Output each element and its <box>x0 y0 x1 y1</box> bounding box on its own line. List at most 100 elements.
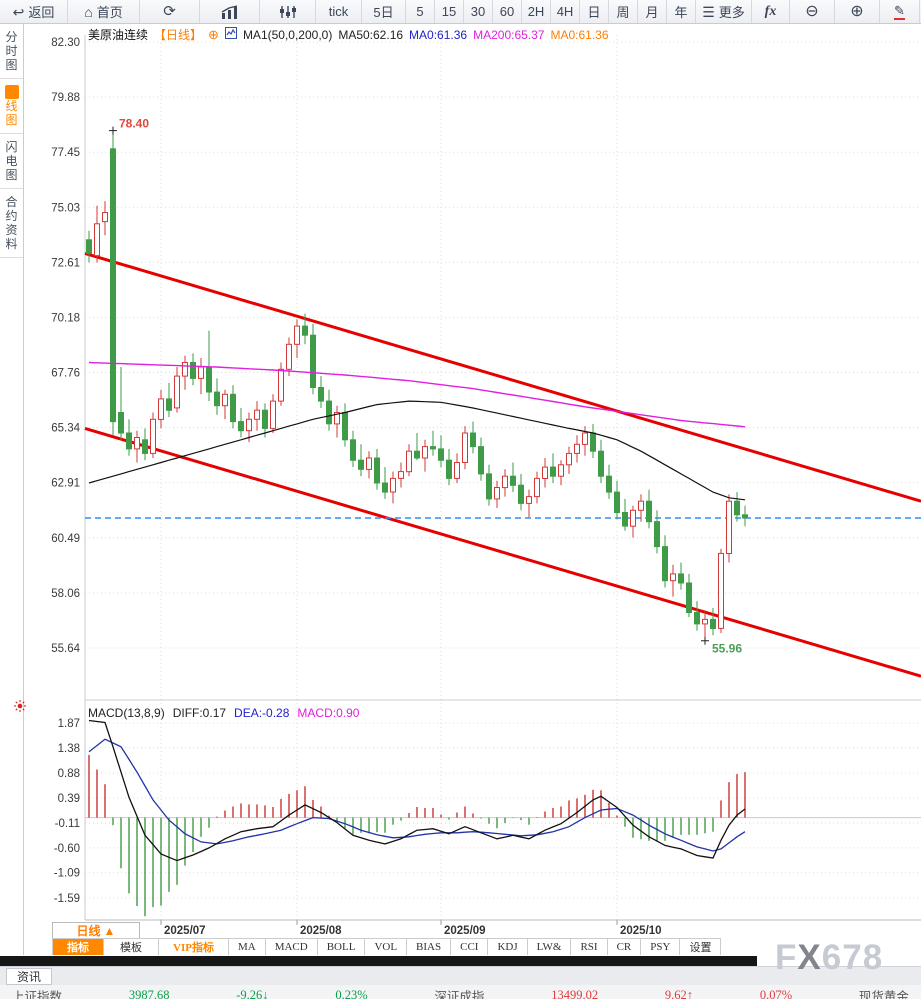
tab-news[interactable]: 资讯 <box>6 968 52 985</box>
toolbar-period-4h[interactable]: 4H <box>551 0 580 23</box>
indicator-tab-模板[interactable]: 模板 <box>104 939 159 955</box>
indicator-settings-icon[interactable] <box>13 699 27 718</box>
kline-macd-chart[interactable]: 82.30 79.88 77.45 75.03 72.61 70.18 67.76 65.34… <box>0 0 921 958</box>
sidebar-item-char: 线 <box>5 99 18 113</box>
sidebar-item-time-chart[interactable]: 分时图 <box>0 24 23 79</box>
toolbar-period-day[interactable]: 日 <box>580 0 609 23</box>
toolbar-line-chart-mode[interactable] <box>200 0 260 23</box>
indicator-tab-CCI[interactable]: CCI <box>451 939 489 955</box>
watermark-char: 7 <box>842 938 863 977</box>
sidebar-item-lightning-chart[interactable]: 闪电图 <box>0 134 23 189</box>
add-compare-icon[interactable]: ⊕ <box>208 27 219 42</box>
toolbar-label: 更多 <box>718 5 745 20</box>
toolbar-home[interactable]: ⌂ 首页 <box>68 0 140 23</box>
toolbar-period-year[interactable]: 年 <box>667 0 696 23</box>
toolbar-period-month[interactable]: 月 <box>638 0 667 23</box>
svg-text:55.64: 55.64 <box>51 643 80 655</box>
sidebar-item-char: 合 <box>5 195 18 209</box>
toolbar-period-15[interactable]: 15 <box>435 0 464 23</box>
ticker-item[interactable]: 9.62↑ <box>664 987 694 999</box>
toolbar-zoom-in[interactable]: ⊕ <box>835 0 880 23</box>
indicator-tab-VOL[interactable]: VOL <box>365 939 408 955</box>
ticker-item[interactable]: 3987.68 <box>128 987 170 999</box>
ticker-item[interactable]: -9.26↓ <box>236 987 269 999</box>
ticker-item[interactable]: 0.07% <box>759 987 793 999</box>
indicator-tab-设置[interactable]: 设置 <box>680 939 722 955</box>
indicator-tab-PSY[interactable]: PSY <box>641 939 681 955</box>
ticker-item[interactable]: 0.23% <box>335 987 368 999</box>
indicator-tab-RSI[interactable]: RSI <box>571 939 608 955</box>
ma-settings-icon[interactable] <box>224 27 237 42</box>
ma200-value: MA200:65.37 <box>473 27 545 42</box>
toolbar-period-week[interactable]: 周 <box>609 0 638 23</box>
toolbar-period-2h[interactable]: 2H <box>522 0 551 23</box>
ma-settings-label: MA1(50,0,200,0) <box>242 27 333 42</box>
indicator-tab-BIAS[interactable]: BIAS <box>407 939 452 955</box>
ticker-item[interactable]: 深证成指 <box>434 989 485 999</box>
fx678-watermark: FX678 <box>775 938 883 978</box>
watermark-char: X <box>797 938 822 977</box>
ticker-item[interactable]: 13499.02 <box>551 987 599 999</box>
home-icon: ⌂ <box>84 3 93 20</box>
ticker-item[interactable]: 上证指数 <box>12 989 63 999</box>
toolbar-label: 日 <box>587 5 601 20</box>
indicator-tab-VIP指标[interactable]: VIP指标 <box>159 939 229 955</box>
svg-text:72.61: 72.61 <box>51 257 80 269</box>
toolbar-draw-tool[interactable]: ✎ <box>880 0 920 23</box>
x-axis-month-label: 2025/08 <box>300 925 342 937</box>
line-chart-icon <box>221 4 237 19</box>
indicator-tab-KDJ[interactable]: KDJ <box>488 939 528 955</box>
svg-text:82.30: 82.30 <box>51 37 80 49</box>
svg-text:62.91: 62.91 <box>51 478 80 490</box>
toolbar-candle-chart-mode[interactable] <box>260 0 316 23</box>
back-arrow-icon: ↩ <box>12 3 25 20</box>
svg-text:70.18: 70.18 <box>51 313 80 325</box>
index-ticker-row: 上证指数 3987.68 -9.26↓ 0.23% 深证成指 13499.02 9.62↑ 0… <box>0 985 921 999</box>
dea-value: DEA:-0.28 <box>234 706 290 720</box>
toolbar-formula[interactable]: fx <box>752 0 790 23</box>
indicator-tab-MA[interactable]: MA <box>229 939 266 955</box>
indicator-tab-MACD[interactable]: MACD <box>266 939 318 955</box>
sidebar-item-char: 约 <box>5 209 18 223</box>
macd-params: MACD(13,8,9) <box>88 706 165 720</box>
toolbar-more-menu[interactable]: ☰ 更多 <box>696 0 752 23</box>
toolbar-refresh[interactable]: ⟳ <box>140 0 200 23</box>
low-annotation: 55.96 <box>712 642 742 656</box>
indicator-tab-CR[interactable]: CR <box>608 939 642 955</box>
indicator-tab-BOLL[interactable]: BOLL <box>318 939 366 955</box>
watermark-char: 6 <box>821 938 843 977</box>
toolbar-period-5d[interactable]: 5日 <box>362 0 406 23</box>
toolbar-period-tick[interactable]: tick <box>316 0 362 23</box>
svg-text:77.45: 77.45 <box>51 147 80 159</box>
svg-text:-0.11: -0.11 <box>55 818 80 830</box>
svg-text:1.87: 1.87 <box>58 718 80 730</box>
toolbar-label: 2H <box>527 4 545 19</box>
toolbar-label: 5日 <box>373 5 394 20</box>
toolbar-label: 5 <box>416 4 424 19</box>
section-divider-bar <box>0 956 757 966</box>
ticker-item[interactable]: 现货黄金 <box>858 989 909 999</box>
indicator-tab-LW&[interactable]: LW& <box>528 939 572 955</box>
sidebar-item-char: 分 <box>5 30 18 44</box>
period-selector[interactable]: 日线 ▲ <box>52 922 140 939</box>
formula-icon: fx <box>764 3 777 19</box>
toolbar-back[interactable]: ↩ 返回 <box>0 0 68 23</box>
svg-text:-1.09: -1.09 <box>54 868 80 880</box>
x-axis-month-label: 2025/09 <box>444 925 486 937</box>
toolbar-period-30[interactable]: 30 <box>464 0 493 23</box>
toolbar-period-60[interactable]: 60 <box>493 0 522 23</box>
indicator-tab-指标[interactable]: 指标 <box>53 939 104 955</box>
svg-text:0.39: 0.39 <box>58 793 80 805</box>
x-axis-month-label: 2025/07 <box>164 925 206 937</box>
pencil-icon: ✎ <box>894 2 905 20</box>
zoom-out-icon: ⊖ <box>805 2 819 20</box>
toolbar-label: tick <box>328 4 349 19</box>
svg-text:79.88: 79.88 <box>51 92 80 104</box>
toolbar-period-5[interactable]: 5 <box>406 0 435 23</box>
svg-text:-0.60: -0.60 <box>54 843 80 855</box>
trendline-lower <box>84 426 921 678</box>
toolbar-zoom-out[interactable]: ⊖ <box>790 0 835 23</box>
sidebar-item-contract-info[interactable]: 合约资料 <box>0 189 23 258</box>
symbol-name[interactable]: 美原油连续 <box>88 28 149 42</box>
